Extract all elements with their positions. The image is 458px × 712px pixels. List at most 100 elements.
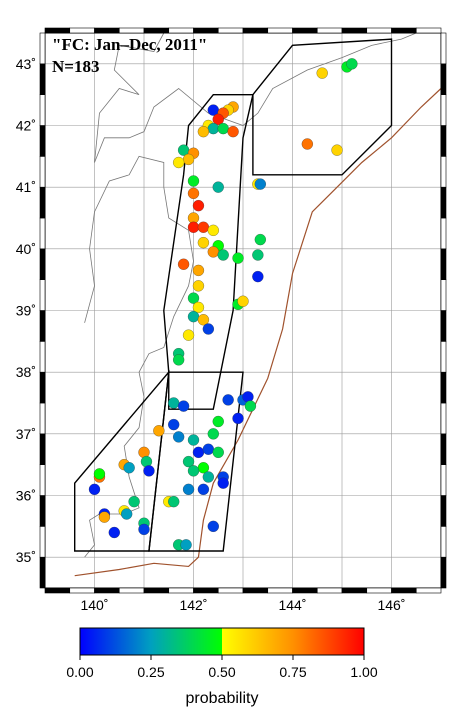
event-marker	[331, 144, 343, 156]
lat-tick-label: 41˚	[16, 179, 36, 195]
border-segment	[39, 156, 46, 188]
border-segment	[440, 464, 447, 496]
event-marker	[168, 397, 180, 409]
event-marker	[98, 511, 111, 523]
trench-line	[74, 88, 441, 577]
border-segment	[39, 248, 46, 280]
border-segment	[440, 526, 447, 558]
border-segment	[415, 587, 442, 594]
event-marker	[187, 221, 200, 233]
border-segment	[39, 94, 46, 126]
event-marker	[180, 539, 192, 551]
border-segment	[69, 27, 95, 34]
border-segment	[39, 556, 46, 589]
lat-tick-label: 36˚	[16, 488, 36, 504]
border-segment	[440, 341, 447, 373]
border-segment	[366, 587, 392, 594]
lon-tick-label: 146˚	[377, 597, 405, 613]
event-marker	[207, 246, 219, 258]
border-segment	[242, 27, 269, 34]
hokkaido-west-coastline	[94, 33, 165, 163]
event-marker	[182, 483, 195, 495]
border-segment	[193, 587, 219, 594]
border-segment	[44, 587, 71, 594]
colorbar-label: probability	[186, 690, 259, 707]
colorbar	[79, 627, 365, 656]
border-segment	[39, 125, 46, 157]
border-segment	[267, 27, 293, 34]
border-segment	[440, 433, 447, 465]
event-marker	[207, 520, 219, 532]
event-marker	[108, 526, 120, 539]
region-polygon	[252, 38, 393, 176]
border-segment	[440, 402, 447, 435]
event-marker	[192, 200, 205, 212]
event-marker	[197, 126, 210, 138]
colorbar-tick-label: 0.00	[66, 664, 93, 680]
colorbar-tick-label: 0.25	[137, 664, 164, 680]
lat-tick-label: 38˚	[16, 364, 36, 380]
lat-tick-label: 43˚	[16, 56, 36, 72]
border-segment	[440, 156, 447, 188]
event-marker	[202, 443, 215, 455]
event-marker	[212, 415, 224, 428]
border-segment	[440, 32, 447, 65]
border-segment	[316, 27, 343, 34]
event-marker	[172, 156, 185, 169]
event-marker	[182, 329, 195, 341]
event-marker	[128, 496, 140, 508]
lon-tick-label: 144˚	[278, 597, 306, 613]
event-marker	[182, 153, 195, 166]
event-marker	[197, 221, 210, 233]
event-marker	[222, 394, 234, 406]
event-marker	[168, 418, 180, 431]
event-marker	[212, 113, 224, 125]
border-segment	[440, 94, 447, 126]
event-marker	[212, 446, 224, 458]
event-marker	[207, 224, 219, 236]
border-segment	[242, 587, 269, 594]
event-marker	[187, 465, 200, 477]
map-title: "FC: Jan–Dec, 2011"	[52, 35, 207, 54]
border-segment	[440, 125, 447, 157]
lat-tick-label: 39˚	[16, 303, 36, 319]
border-segment	[69, 587, 95, 594]
map-border	[39, 27, 447, 594]
border-segment	[415, 27, 442, 34]
border-segment	[168, 27, 194, 34]
border-segment	[39, 32, 46, 65]
event-marker	[254, 178, 266, 190]
colorbar-tick-label: 0.50	[208, 664, 235, 680]
border-segment	[39, 279, 46, 311]
border-segment	[440, 310, 447, 342]
event-marker	[346, 58, 358, 70]
border-segment	[292, 27, 318, 34]
border-segment	[440, 279, 447, 311]
colorbar-tick-label: 0.75	[279, 664, 306, 680]
border-segment	[341, 27, 368, 34]
border-segment	[39, 402, 46, 435]
border-segment	[39, 341, 46, 373]
event-marker	[252, 249, 264, 261]
event-marker	[237, 295, 249, 307]
event-marker	[187, 434, 200, 446]
border-segment	[94, 27, 120, 34]
event-marker	[207, 428, 219, 440]
border-segment	[118, 587, 145, 594]
event-marker	[197, 237, 210, 249]
border-segment	[39, 63, 46, 95]
event-marker	[217, 249, 229, 261]
border-segment	[94, 587, 120, 594]
event-marker	[177, 400, 190, 412]
event-marker	[143, 465, 155, 477]
event-marker	[182, 455, 195, 468]
event-marker	[212, 181, 224, 193]
border-segment	[440, 217, 447, 250]
event-markers	[88, 58, 358, 551]
event-marker	[244, 400, 257, 412]
latitude-labels: 35˚ 36˚ 37˚ 38˚ 39˚ 40˚ 41˚ 42˚ 43˚	[16, 56, 36, 565]
event-marker	[217, 477, 229, 489]
event-marker	[172, 354, 185, 366]
border-segment	[39, 495, 46, 527]
